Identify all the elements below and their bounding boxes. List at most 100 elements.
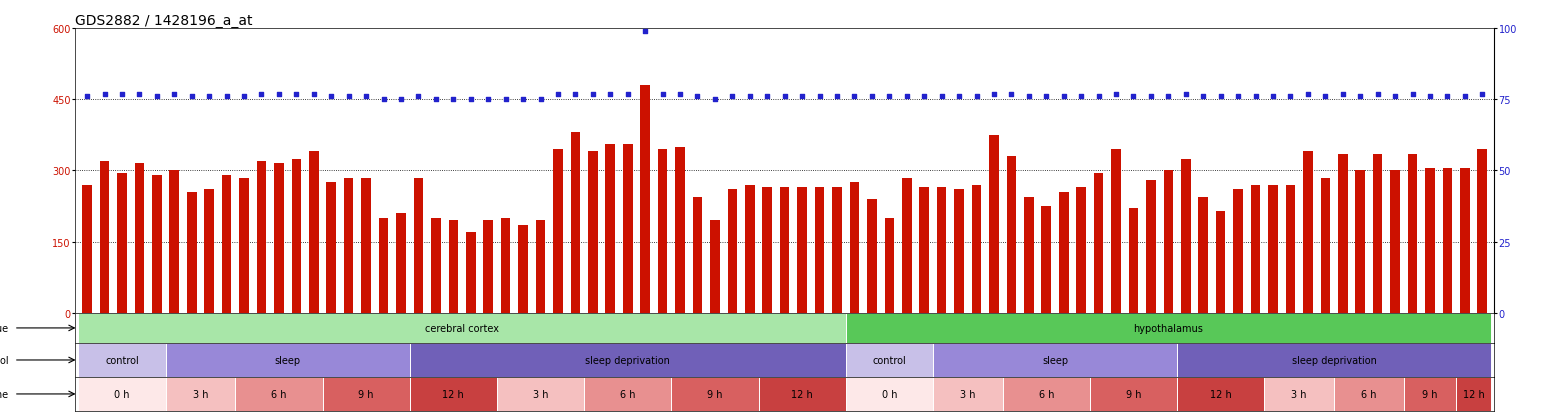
Point	[738, 94, 763, 100]
Point	[1243, 94, 1268, 100]
Bar	[1178, 377, 1264, 411]
Point	[197, 94, 222, 100]
Point	[842, 94, 867, 100]
Point	[92, 91, 117, 97]
Text: sleep deprivation: sleep deprivation	[585, 355, 671, 365]
Text: 6 h: 6 h	[1039, 389, 1055, 399]
Text: 12 h: 12 h	[443, 389, 465, 399]
Bar	[919, 188, 930, 313]
Point	[1470, 91, 1494, 97]
Point	[772, 94, 797, 100]
Point	[668, 91, 693, 97]
Bar	[1042, 206, 1051, 313]
Point	[1122, 94, 1147, 100]
Bar	[814, 188, 824, 313]
Point	[267, 91, 292, 97]
Text: tissue: tissue	[0, 323, 9, 333]
Bar	[1443, 169, 1452, 313]
Bar	[1129, 209, 1139, 313]
Bar	[239, 178, 250, 313]
Point	[337, 94, 362, 100]
Bar	[588, 152, 597, 313]
Text: 0 h: 0 h	[114, 389, 129, 399]
Point	[510, 97, 535, 103]
Point	[894, 94, 919, 100]
Point	[214, 94, 239, 100]
Text: 0 h: 0 h	[881, 389, 897, 399]
Bar	[100, 161, 109, 313]
Point	[981, 91, 1006, 97]
Text: sleep deprivation: sleep deprivation	[1292, 355, 1376, 365]
Bar	[554, 150, 563, 313]
Text: 9 h: 9 h	[1126, 389, 1142, 399]
Bar	[658, 150, 668, 313]
Bar	[292, 159, 301, 313]
Bar	[850, 183, 860, 313]
Point	[1017, 94, 1042, 100]
Point	[145, 94, 170, 100]
Bar	[758, 377, 846, 411]
Bar	[78, 377, 165, 411]
Point	[1435, 94, 1460, 100]
Point	[1399, 91, 1424, 97]
Bar	[1003, 377, 1090, 411]
Bar	[583, 377, 671, 411]
Bar	[846, 313, 1491, 343]
Point	[250, 91, 275, 97]
Point	[702, 97, 727, 103]
Text: 3 h: 3 h	[534, 389, 548, 399]
Bar	[1455, 377, 1491, 411]
Point	[1348, 94, 1373, 100]
Bar	[693, 197, 702, 313]
Bar	[449, 221, 459, 313]
Point	[807, 94, 831, 100]
Bar	[484, 221, 493, 313]
Point	[1051, 94, 1076, 100]
Point	[860, 94, 885, 100]
Bar	[1334, 377, 1404, 411]
Bar	[78, 313, 846, 343]
Bar	[1094, 173, 1103, 313]
Text: cerebral cortex: cerebral cortex	[424, 323, 499, 333]
Point	[1103, 91, 1128, 97]
Bar	[1390, 171, 1399, 313]
Bar	[1251, 185, 1260, 313]
Bar	[323, 377, 410, 411]
Bar	[498, 377, 583, 411]
Point	[719, 94, 744, 100]
Bar	[1215, 211, 1226, 313]
Text: 9 h: 9 h	[707, 389, 722, 399]
Bar	[501, 218, 510, 313]
Point	[825, 94, 850, 100]
Point	[371, 97, 396, 103]
Point	[615, 91, 640, 97]
Text: 6 h: 6 h	[619, 389, 635, 399]
Bar	[275, 164, 284, 313]
Bar	[1338, 154, 1348, 313]
Point	[1207, 94, 1232, 100]
Text: 9 h: 9 h	[1423, 389, 1438, 399]
Bar	[204, 190, 214, 313]
Bar	[1320, 178, 1331, 313]
Bar	[972, 185, 981, 313]
Point	[1418, 94, 1443, 100]
Bar	[410, 377, 498, 411]
Text: 6 h: 6 h	[1362, 389, 1376, 399]
Text: 3 h: 3 h	[959, 389, 975, 399]
Bar	[1268, 185, 1278, 313]
Bar	[222, 176, 231, 313]
Bar	[78, 343, 165, 377]
Point	[1190, 94, 1215, 100]
Point	[354, 94, 379, 100]
Bar	[431, 218, 440, 313]
Bar	[1407, 154, 1418, 313]
Bar	[640, 86, 651, 313]
Text: sleep: sleep	[1042, 355, 1069, 365]
Bar	[236, 377, 323, 411]
Bar	[933, 377, 1003, 411]
Point	[1365, 91, 1390, 97]
Point	[1173, 91, 1198, 97]
Text: hypothalamus: hypothalamus	[1134, 323, 1203, 333]
Point	[789, 94, 814, 100]
Bar	[605, 145, 615, 313]
